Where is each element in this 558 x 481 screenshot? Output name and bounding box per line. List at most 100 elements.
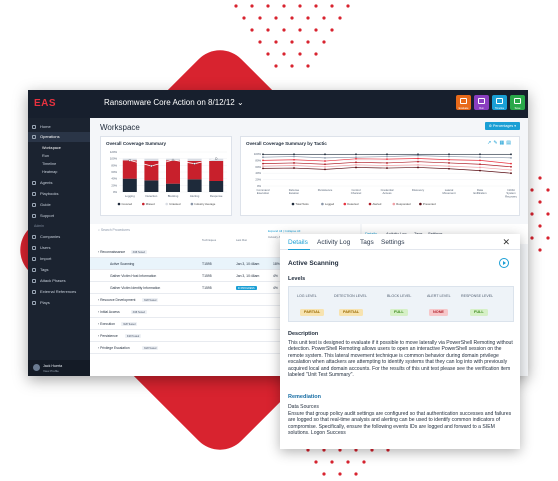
data-point bbox=[448, 165, 450, 168]
user-name: Jack Huerta bbox=[43, 364, 63, 368]
avatar bbox=[33, 364, 40, 371]
x-tick-label: Alerting bbox=[190, 194, 200, 198]
x-tick-label: Execution bbox=[257, 191, 270, 195]
percentages-dropdown[interactable]: ⚙ Percentages ▾ bbox=[484, 122, 520, 130]
tested-count-badge: 3/28 Tested bbox=[142, 346, 159, 350]
sidebar-item-operations[interactable]: Operations bbox=[28, 132, 90, 142]
back-tab-details[interactable]: Details bbox=[365, 231, 377, 236]
home-icon bbox=[32, 125, 36, 129]
data-point bbox=[324, 163, 326, 166]
log-level-badge: PARTIAL bbox=[300, 309, 325, 316]
data-point bbox=[417, 157, 419, 160]
legend-label: Alerted bbox=[373, 202, 382, 206]
sidebar-item-import[interactable]: Import bbox=[28, 254, 90, 264]
table-row[interactable]: › Initial Access 3/28 Tested bbox=[90, 306, 360, 318]
table-row[interactable]: › Reconnaissance 3/28 Tested bbox=[90, 246, 360, 258]
sidebar-item-attack-phases[interactable]: Attack Phases bbox=[28, 276, 90, 286]
data-point bbox=[293, 164, 295, 167]
sidebar-item-playbooks[interactable]: Playbooks bbox=[28, 189, 90, 199]
levels-box: LOG LEVEL DETECTION LEVEL BLOCK LEVEL AL… bbox=[288, 286, 514, 322]
sidebar-item-companies[interactable]: Companies bbox=[28, 232, 90, 242]
sidebar-item-guide[interactable]: Guide bbox=[28, 200, 90, 210]
back-tab-settings[interactable]: Settings bbox=[428, 231, 442, 236]
users-icon bbox=[32, 246, 36, 250]
sidebar-item-external-references[interactable]: External References bbox=[28, 287, 90, 297]
bar-covered bbox=[144, 180, 159, 192]
sidebar-item-users[interactable]: Users bbox=[28, 243, 90, 253]
sidebar: Home Operations Workspace Run Timeline H… bbox=[28, 118, 90, 376]
data-point bbox=[324, 168, 326, 171]
data-point bbox=[262, 162, 264, 165]
evaluate-button[interactable]: Evaluate bbox=[456, 95, 471, 110]
sidebar-item-plays[interactable]: Plays bbox=[28, 298, 90, 308]
y-tick-label: 40% bbox=[255, 171, 261, 175]
tab-settings[interactable]: Settings bbox=[381, 239, 405, 246]
view-profile-link[interactable]: View Profile bbox=[43, 369, 59, 373]
table-row[interactable]: Gather Victim Identity Information T1595 I… bbox=[90, 282, 360, 294]
back-tab-activity-log[interactable]: Activity Log bbox=[386, 231, 406, 236]
coverage-summary-card: Overall Coverage Summary 0% 20% 40% 60% 80% 1… bbox=[100, 136, 232, 216]
back-tab-tags[interactable]: Tags bbox=[414, 231, 422, 236]
legend-label: Total Tests bbox=[296, 202, 310, 206]
agents-icon bbox=[32, 181, 36, 185]
sidebar-item-tags[interactable]: Tags bbox=[28, 265, 90, 275]
detection-level-badge: PARTIAL bbox=[339, 309, 364, 316]
bar-covered bbox=[166, 183, 180, 192]
play-icon[interactable] bbox=[499, 258, 509, 268]
legend-label: Prevented bbox=[423, 202, 436, 206]
column-last-run: Last Run bbox=[236, 238, 248, 242]
procedure-title: Active Scanning bbox=[288, 260, 339, 267]
legend-label: Untested bbox=[169, 202, 181, 206]
details-panel: Details Activity Log Tags Settings ✕ Act… bbox=[280, 234, 520, 449]
table-row[interactable]: › Resource Development 3/28 Tested bbox=[90, 294, 360, 306]
status-badge: IN PROGRESS bbox=[236, 286, 257, 290]
data-point bbox=[262, 153, 264, 156]
edit-icon[interactable]: ✎ bbox=[493, 140, 500, 146]
table-row[interactable]: Gather Victim Host Information T1595 Jan 3… bbox=[90, 270, 360, 282]
y-tick-label: 100% bbox=[110, 157, 118, 161]
phase-name: › Resource Development bbox=[98, 298, 136, 302]
sidebar-subitem-timeline[interactable]: Timeline bbox=[42, 162, 57, 166]
data-point bbox=[355, 156, 357, 159]
expand-collapse-link[interactable]: Expand All | Collapse All bbox=[268, 229, 301, 233]
data-point bbox=[386, 164, 388, 167]
legend-marker bbox=[321, 202, 324, 206]
table-icon[interactable]: ▦ bbox=[499, 140, 507, 146]
x-tick-label: Movement bbox=[442, 191, 455, 195]
timeline-icon bbox=[496, 98, 503, 104]
tab-activity-log[interactable]: Activity Log bbox=[317, 239, 351, 246]
tab-details[interactable]: Details bbox=[288, 239, 308, 246]
timeline-button[interactable]: Timeline bbox=[492, 95, 507, 110]
data-point bbox=[262, 167, 264, 170]
close-icon[interactable]: ✕ bbox=[502, 237, 510, 247]
user-profile[interactable]: Jack Huerta View Profile bbox=[28, 360, 90, 376]
data-point bbox=[386, 162, 388, 164]
data-point bbox=[448, 158, 450, 161]
decorative-dot-grid-bottom bbox=[306, 448, 390, 476]
description-text: This unit test is designed to evaluate i… bbox=[288, 340, 513, 379]
run-button[interactable]: Run bbox=[474, 95, 489, 110]
bar-untested bbox=[187, 158, 202, 161]
sidebar-item-home[interactable]: Home bbox=[28, 122, 90, 132]
tested-count-badge: 3/28 Tested bbox=[130, 310, 147, 314]
data-point bbox=[324, 153, 326, 156]
table-row[interactable]: › Persistence 3/28 Tested bbox=[90, 330, 360, 342]
data-point bbox=[417, 163, 419, 166]
table-row[interactable]: › Execution 3/28 Tested bbox=[90, 318, 360, 330]
grid-icon[interactable]: ▤ bbox=[506, 140, 513, 146]
x-tick-label: Access bbox=[382, 191, 392, 195]
search-input[interactable]: ⌕ Search Procedures bbox=[98, 228, 130, 232]
playbooks-icon bbox=[32, 192, 36, 196]
tab-tags[interactable]: Tags bbox=[360, 239, 374, 246]
save-button[interactable]: Save bbox=[510, 95, 525, 110]
sidebar-subitem-heatmap[interactable]: Heatmap bbox=[42, 170, 58, 174]
operation-title[interactable]: Ransomware Core Action on 8/12/12 ⌄ bbox=[104, 98, 244, 107]
operations-icon bbox=[32, 135, 36, 139]
table-row[interactable]: › Privilege Escalation 3/28 Tested bbox=[90, 342, 360, 354]
x-tick-label: Discovery bbox=[412, 188, 425, 192]
sidebar-subitem-run[interactable]: Run bbox=[42, 154, 49, 158]
sidebar-item-agents[interactable]: Agents bbox=[28, 178, 90, 188]
sidebar-item-support[interactable]: Support bbox=[28, 211, 90, 221]
sidebar-subitem-workspace[interactable]: Workspace bbox=[42, 146, 61, 150]
line-chart-icon[interactable]: ↗ bbox=[487, 140, 494, 146]
